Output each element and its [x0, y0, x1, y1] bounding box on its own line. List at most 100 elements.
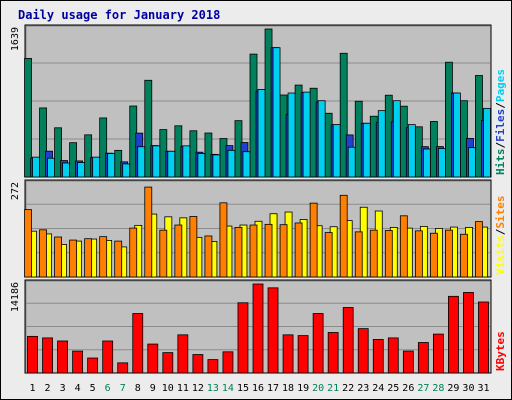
bar-sites-day-20: [309, 202, 318, 278]
x-tick-label-day-5: 5: [90, 383, 96, 394]
y-max-label: 272: [10, 182, 21, 200]
bar-kbytes-day-20: [312, 313, 324, 374]
bar-pages-day-23: [362, 122, 371, 178]
x-tick-label-day-20: 20: [312, 383, 324, 394]
bar-pages-day-12: [197, 153, 206, 178]
bar-kbytes-day-23: [357, 328, 369, 374]
bar-kbytes-day-7: [117, 362, 129, 374]
bar-kbytes-day-29: [448, 295, 459, 374]
bar-pages-day-22: [347, 146, 356, 178]
x-tick-label-day-23: 23: [357, 383, 369, 394]
bar-kbytes-day-26: [402, 350, 414, 374]
panel-1: 1639 Hits/Files/Pages: [10, 24, 507, 178]
bar-pages-day-19: [302, 91, 311, 178]
bar-sites-day-17: [264, 223, 273, 278]
bar-kbytes-day-16: [252, 283, 264, 374]
bar-sites-day-13: [204, 235, 213, 278]
bar-sites-day-11: [174, 224, 183, 278]
bar-sites-day-22: [339, 194, 348, 278]
bar-sites-day-21: [324, 232, 333, 278]
bar-kbytes-day-24: [372, 339, 384, 374]
x-tick-label-day-31: 31: [477, 383, 489, 394]
bar-pages-day-10: [167, 150, 176, 178]
bar-sites-day-24: [369, 229, 378, 278]
bar-sites-day-8: [129, 227, 138, 278]
bar-kbytes-day-15: [237, 302, 249, 374]
bar-kbytes-day-25: [387, 337, 399, 374]
bar-sites-day-15: [234, 227, 243, 278]
x-tick-label-day-2: 2: [45, 383, 51, 394]
bar-sites-day-14: [219, 202, 228, 278]
x-tick-label-day-14: 14: [222, 383, 234, 394]
x-tick-label-day-21: 21: [327, 383, 339, 394]
bar-kbytes-day-31: [478, 301, 489, 374]
bar-pages-day-21: [332, 124, 341, 178]
bar-pages-day-15: [242, 151, 251, 178]
panel-3: 14186 KBytes: [10, 279, 507, 374]
legend-entry: Pages: [494, 69, 507, 102]
bar-sites-day-25: [384, 230, 393, 278]
bar-kbytes-day-6: [102, 340, 114, 374]
x-tick-label-day-3: 3: [60, 383, 66, 394]
x-tick-label-day-29: 29: [447, 383, 459, 394]
bar-sites-day-1: [24, 209, 32, 278]
bar-sites-day-12: [189, 216, 198, 278]
bar-kbytes-day-22: [342, 307, 354, 374]
x-tick-label-day-9: 9: [150, 383, 156, 394]
bar-pages-day-9: [152, 145, 161, 178]
bar-sites-day-26: [399, 215, 408, 278]
legend-entry: Sites: [494, 196, 507, 229]
chart-title: Daily usage for January 2018: [18, 8, 220, 22]
x-tick-label-day-6: 6: [105, 383, 111, 394]
x-tick-label-day-16: 16: [252, 383, 264, 394]
bar-sites-day-5: [84, 238, 93, 278]
bar-sites-day-27: [414, 230, 423, 278]
bar-sites-day-7: [114, 240, 123, 278]
bar-pages-day-16: [257, 89, 266, 178]
bar-pages-day-8: [137, 146, 146, 178]
x-tick-label-day-7: 7: [120, 383, 126, 394]
bar-pages-day-2: [47, 157, 55, 178]
bar-kbytes-day-1: [27, 335, 38, 374]
x-tick-label-day-27: 27: [417, 383, 429, 394]
bar-pages-day-29: [453, 92, 461, 178]
bar-sites-day-29: [445, 229, 453, 278]
bar-hits-day-4: [69, 142, 78, 178]
legend-entry: /: [494, 142, 507, 149]
bar-kbytes-day-28: [432, 333, 444, 374]
x-tick-label-day-18: 18: [282, 383, 294, 394]
bar-pages-day-26: [407, 124, 416, 178]
bar-pages-day-14: [227, 149, 236, 178]
bar-hits-day-9: [144, 79, 153, 178]
bar-pages-day-24: [377, 110, 386, 178]
bar-pages-day-4: [77, 162, 86, 178]
legend-entry: /: [494, 228, 507, 235]
legend-entry: Visits: [494, 235, 507, 275]
bar-sites-day-19: [294, 222, 303, 278]
bar-sites-day-10: [159, 229, 168, 278]
bar-kbytes-day-21: [327, 332, 339, 374]
side-legend-top: Hits/Files/Pages: [494, 69, 507, 175]
bar-sites-day-31: [475, 221, 483, 278]
bar-sites-day-9: [144, 186, 153, 278]
bar-sites-day-18: [279, 224, 288, 278]
x-tick-label-day-17: 17: [267, 383, 279, 394]
bar-pages-day-7: [122, 163, 131, 178]
x-tick-label-day-30: 30: [462, 383, 474, 394]
bar-sites-day-3: [54, 236, 62, 278]
y-max-label: 1639: [10, 27, 21, 51]
legend-entry: /: [494, 102, 507, 109]
bar-pages-day-20: [317, 100, 326, 178]
x-tick-label-day-13: 13: [207, 383, 219, 394]
bar-kbytes-day-14: [222, 351, 234, 374]
bar-kbytes-day-17: [267, 287, 279, 374]
bar-kbytes-day-27: [417, 342, 429, 374]
bar-sites-day-30: [460, 233, 468, 278]
bar-kbytes-day-12: [192, 354, 204, 374]
bar-pages-day-31: [483, 107, 491, 178]
bar-kbytes-day-9: [147, 343, 159, 374]
bar-pages-day-28: [437, 148, 446, 178]
side-legend-mid: Visits/Sites: [494, 196, 507, 276]
x-tick-label-day-11: 11: [177, 383, 189, 394]
